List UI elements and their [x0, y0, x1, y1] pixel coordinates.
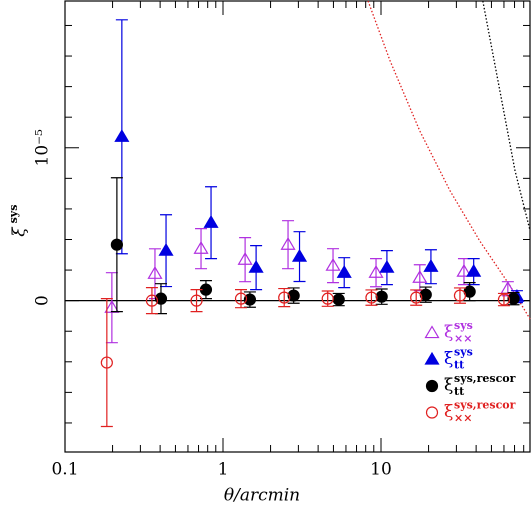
- marker: [379, 259, 395, 273]
- marker: [287, 289, 300, 302]
- marker: [114, 129, 130, 142]
- marker: [507, 292, 520, 305]
- marker: [453, 289, 467, 302]
- marker: [203, 214, 219, 228]
- marker: [424, 351, 440, 365]
- legend-symbol: ξ: [444, 402, 453, 422]
- error-bar: [370, 258, 383, 288]
- legend-symbol: ξ: [444, 323, 453, 343]
- marker: [336, 264, 352, 278]
- y-axis-label-sup: sys: [7, 205, 20, 224]
- marker: [190, 294, 203, 307]
- error-bar: [497, 292, 510, 307]
- marker: [278, 291, 291, 304]
- marker: [423, 259, 439, 272]
- error-bar: [195, 228, 208, 270]
- marker: [147, 266, 163, 279]
- marker: [425, 379, 439, 393]
- marker: [280, 237, 296, 250]
- marker: [375, 290, 388, 303]
- legend-subscript: tt: [454, 359, 465, 372]
- marker: [325, 257, 341, 271]
- marker: [291, 248, 308, 262]
- legend-subscript: ××: [454, 412, 472, 425]
- legend-entry: ξ sys××: [424, 319, 473, 345]
- marker: [154, 292, 168, 305]
- y-tick-label: 10⁻⁵: [33, 129, 53, 167]
- x-axis-label: θ/arcmin: [224, 486, 300, 506]
- x-tick-label: 1: [218, 460, 229, 480]
- legend-superscript: sys,rescor: [454, 372, 516, 385]
- error-bar: [282, 220, 295, 270]
- marker: [466, 263, 482, 277]
- marker: [332, 293, 345, 306]
- y-tick-label: 0: [33, 295, 53, 306]
- x-tick-label: 10: [370, 460, 392, 480]
- error-bar: [145, 287, 158, 315]
- legend-superscript: sys: [454, 319, 473, 332]
- y-axis-label-main: ξ: [10, 226, 30, 237]
- marker: [158, 242, 174, 256]
- error-bar: [105, 272, 118, 344]
- marker: [497, 293, 511, 306]
- marker: [234, 292, 248, 305]
- marker: [321, 292, 334, 305]
- marker: [365, 291, 378, 304]
- error-bar: [239, 237, 252, 283]
- legend-subscript: ××: [454, 332, 472, 345]
- legend-superscript: sys,rescor: [454, 399, 516, 412]
- marker: [425, 406, 439, 419]
- marker: [412, 270, 428, 283]
- legend-superscript: sys: [454, 346, 473, 359]
- marker: [424, 325, 440, 339]
- error-bar: [100, 298, 113, 428]
- y-axis-label: ξ sys: [7, 205, 30, 237]
- marker: [410, 291, 423, 304]
- marker: [456, 263, 472, 277]
- marker: [248, 259, 264, 273]
- legend-subscript: tt: [454, 385, 465, 398]
- legend-entry: ξ sys,rescor××: [425, 399, 516, 425]
- marker: [193, 240, 209, 254]
- error-bar: [190, 289, 203, 313]
- marker: [110, 238, 123, 251]
- marker: [243, 293, 257, 306]
- error-bar: [327, 248, 340, 284]
- legend-symbol: ξ: [444, 376, 453, 396]
- marker: [368, 264, 384, 278]
- x-tick-label: 0.1: [51, 460, 78, 480]
- marker: [237, 251, 253, 265]
- plot-frame: [64, 0, 531, 453]
- marker: [145, 294, 159, 307]
- marker: [100, 356, 113, 369]
- legend-symbol: ξ: [444, 349, 453, 369]
- model-curve: [482, 0, 531, 231]
